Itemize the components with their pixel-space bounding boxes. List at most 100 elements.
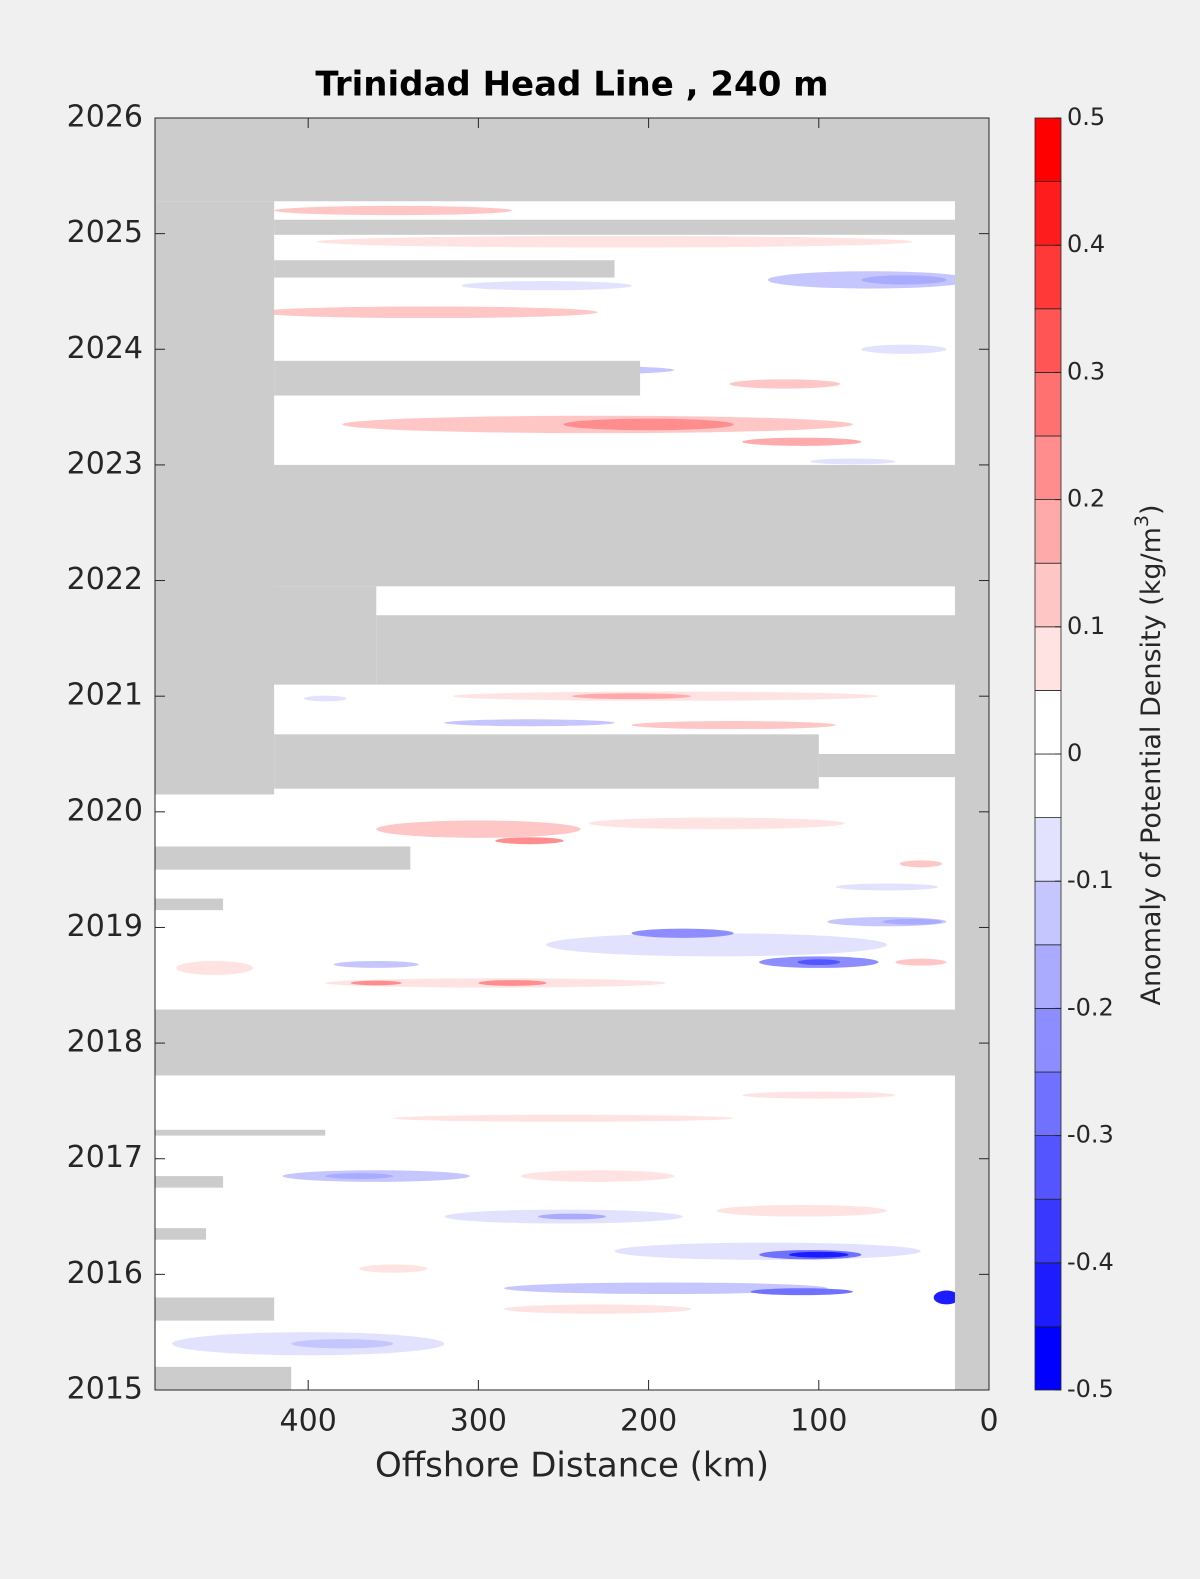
y-tick-label: 2024 <box>67 331 143 366</box>
colorbar-label-end: ) <box>1136 504 1167 515</box>
contour-patch <box>376 820 581 838</box>
no-data-region <box>155 1009 955 1076</box>
plot-frame <box>154 117 990 1391</box>
colorbar-swatch <box>1034 117 1062 182</box>
x-tick-label: 0 <box>979 1404 998 1439</box>
contour-patch <box>750 1288 853 1296</box>
colorbar-swatch <box>1034 626 1062 691</box>
contour-patch <box>274 205 513 216</box>
contour-patch <box>631 928 734 938</box>
contour-patch <box>291 1339 394 1349</box>
colorbar-swatch <box>1034 1262 1062 1327</box>
axes: 400 300 200 100 0 2015 2016 2017 2018 2019 2020 202… <box>67 100 1114 1439</box>
no-data-region <box>155 118 989 202</box>
no-data-region <box>274 360 641 396</box>
no-data-region <box>155 1366 292 1390</box>
contour-patch <box>835 883 938 891</box>
colorbar-tick-label: -0.3 <box>1067 1121 1114 1149</box>
y-tick-label: 2023 <box>67 446 143 481</box>
contour-patch <box>631 721 836 730</box>
y-tick-label: 2019 <box>67 909 143 944</box>
contour-patch <box>461 281 632 291</box>
no-data-region <box>155 464 955 587</box>
y-tick-label: 2022 <box>67 562 143 597</box>
contour-patch <box>537 1213 607 1220</box>
contour-patch <box>810 458 896 465</box>
contour-patch <box>520 1170 675 1182</box>
contour-patch <box>933 1290 960 1305</box>
contour-patch <box>716 1204 887 1217</box>
colorbar-tick-label: -0.4 <box>1067 1248 1114 1276</box>
colorbar-swatch <box>1034 753 1062 818</box>
y-tick-label: 2025 <box>67 215 143 250</box>
contour-patch <box>614 1242 921 1260</box>
contour-patch <box>895 958 947 966</box>
no-data-region <box>155 1176 224 1188</box>
colorbar-swatch <box>1034 690 1062 755</box>
colorbar-swatch <box>1034 1198 1062 1264</box>
x-tick-label: 300 <box>450 1404 507 1439</box>
colorbar-swatch <box>1034 1326 1062 1391</box>
no-data-region <box>155 898 224 911</box>
contour-patch <box>350 980 402 986</box>
contour-patch <box>882 918 943 925</box>
contour-patch <box>503 1282 828 1295</box>
contour-patch <box>742 437 862 446</box>
contour-patch <box>572 693 692 700</box>
colorbar-swatch <box>1034 435 1062 500</box>
no-data-region <box>274 734 819 789</box>
field <box>155 118 989 1390</box>
colorbar-tick-label: 0.2 <box>1067 485 1105 513</box>
no-data-region <box>274 219 955 235</box>
colorbar-label-text: Anomaly of Potential Density (kg/m <box>1136 527 1167 1005</box>
no-data-region <box>376 615 955 685</box>
contour-patch <box>316 235 913 248</box>
colorbar-swatch <box>1034 1071 1062 1136</box>
x-tick-label: 400 <box>280 1404 337 1439</box>
colorbar-swatch <box>1034 880 1062 946</box>
no-data-region <box>954 118 989 1390</box>
colorbar-swatch <box>1034 817 1062 882</box>
contour-patch <box>546 933 887 957</box>
colorbar-swatch <box>1034 181 1062 246</box>
y-tick-label: 2018 <box>67 1025 143 1060</box>
contour-patch <box>444 719 615 727</box>
colorbar-tick-label: 0.3 <box>1067 357 1105 385</box>
y-tick-label: 2017 <box>67 1140 143 1175</box>
colorbar-tick-label: 0.1 <box>1067 612 1105 640</box>
colorbar-swatch <box>1034 944 1062 1009</box>
colorbar-swatch <box>1034 562 1062 628</box>
colorbar-label-superscript: 3 <box>1131 515 1153 527</box>
contour-patch <box>789 1251 849 1258</box>
contour-patch <box>303 695 347 702</box>
contour-patch <box>797 959 841 966</box>
x-tick-label: 100 <box>790 1404 847 1439</box>
colorbar-tick-label: 0 <box>1067 739 1082 767</box>
y-tick-label: 2021 <box>67 678 143 713</box>
no-data-region <box>155 407 258 465</box>
no-data-region <box>155 846 411 870</box>
contour-patch <box>257 306 598 319</box>
contour-patch <box>478 980 547 986</box>
contour-patch <box>729 379 841 389</box>
x-axis-label: Offshore Distance (km) <box>375 1446 769 1486</box>
y-tick-label: 2026 <box>67 100 143 135</box>
x-tick-label: 200 <box>620 1404 677 1439</box>
contour-patch <box>899 860 943 868</box>
colorbar-tick-label: -0.2 <box>1067 993 1114 1021</box>
no-data-region <box>155 1297 275 1321</box>
contour-patch <box>325 1173 394 1179</box>
contour-patch <box>503 1304 692 1314</box>
contour-patch <box>742 1091 896 1099</box>
no-data-region <box>155 1129 326 1136</box>
colorbar-swatch <box>1034 499 1062 564</box>
contour-patch <box>393 1114 734 1122</box>
chart-title: Trinidad Head Line , 240 m <box>315 65 828 105</box>
no-data-region <box>818 754 955 778</box>
no-data-region <box>155 1228 207 1240</box>
colorbar-swatch <box>1034 308 1062 373</box>
colorbar-tick-label: 0.5 <box>1067 103 1105 131</box>
y-tick-label: 2020 <box>67 793 143 828</box>
contour-patch <box>563 418 734 431</box>
